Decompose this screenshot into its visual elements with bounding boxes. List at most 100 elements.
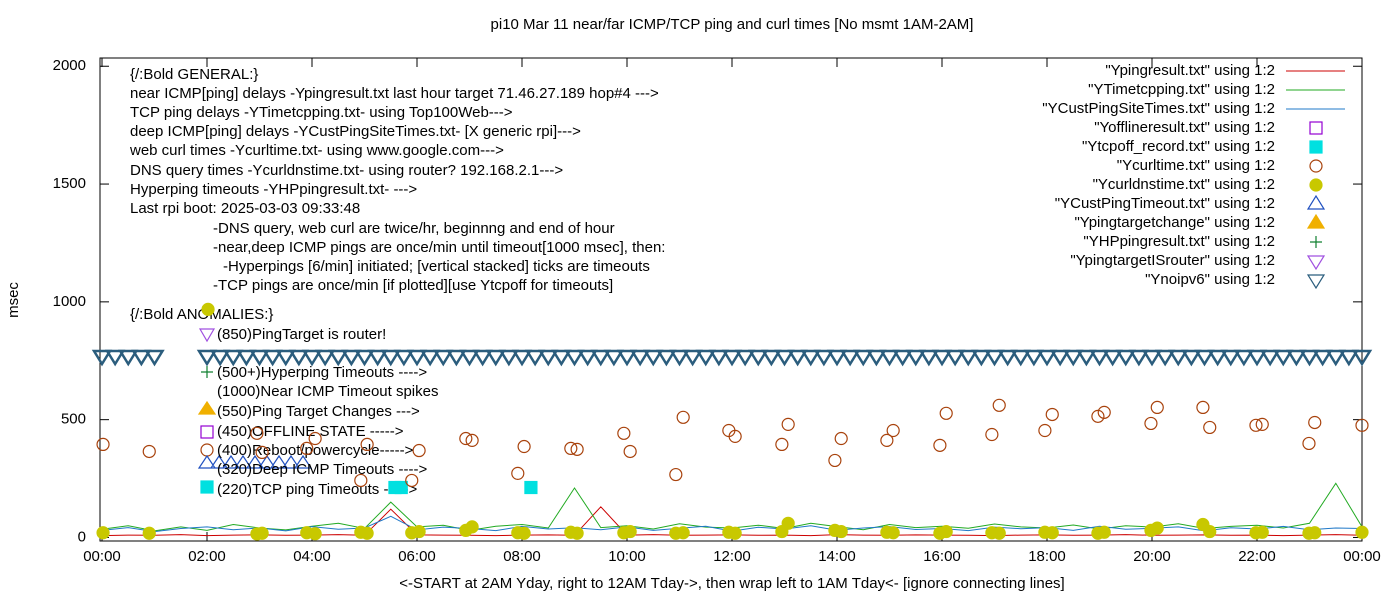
marker	[249, 349, 270, 367]
marker	[1355, 418, 1369, 432]
marker	[393, 349, 415, 367]
x-tick-label: 18:00	[1028, 548, 1066, 565]
marker	[308, 431, 322, 446]
marker	[511, 349, 533, 367]
marker	[341, 349, 362, 367]
legend: "Ypingresult.txt" using 1:2 "YTimetcpping…	[1042, 62, 1345, 290]
marker	[577, 349, 598, 367]
marker	[1115, 349, 1136, 367]
y-tick-label: 500	[61, 411, 86, 428]
annotation: (320)Deep ICMP Timeouts ---->	[217, 461, 427, 478]
marker	[834, 431, 848, 446]
marker	[682, 349, 703, 367]
legend-label: "Ycurltime.txt" using 1:2	[1117, 157, 1275, 174]
marker	[905, 349, 926, 367]
annotation: (400)Reboot/powercycle----->	[217, 442, 414, 459]
marker	[300, 441, 314, 456]
legend-label: "YCustPingTimeout.txt" using 1:2	[1055, 195, 1275, 212]
marker	[1076, 349, 1097, 367]
legend-swatch	[1306, 194, 1326, 210]
marker	[1045, 407, 1059, 422]
marker	[419, 349, 441, 367]
marker	[1203, 524, 1217, 539]
y-tick-label: 1000	[53, 293, 86, 310]
legend-label: "YTimetcpping.txt" using 1:2	[1088, 81, 1275, 98]
marker	[405, 473, 419, 488]
annotation: (1000)Near ICMP Timeout spikes	[217, 383, 438, 400]
x-tick-label: 10:00	[608, 548, 646, 565]
marker	[1255, 525, 1269, 539]
point-series	[96, 302, 1369, 541]
legend-label: "Ytcpoff_record.txt" using 1:2	[1082, 138, 1275, 155]
marker	[511, 466, 525, 480]
marker	[465, 433, 479, 447]
marker	[380, 349, 401, 367]
marker	[985, 427, 999, 442]
chart-title: pi10 Mar 11 near/far ICMP/TCP ping and c…	[491, 16, 974, 33]
x-tick-label: 02:00	[188, 548, 226, 565]
marker	[834, 524, 848, 539]
marker	[826, 349, 848, 367]
marker	[255, 526, 269, 540]
marker	[1196, 400, 1210, 415]
marker	[800, 349, 821, 367]
marker	[1246, 349, 1268, 367]
marker	[328, 349, 349, 367]
marker	[308, 527, 322, 541]
marker	[1325, 349, 1346, 367]
marker	[708, 349, 730, 367]
marker	[1049, 349, 1071, 367]
x-tick-label: 20:00	[1133, 548, 1171, 565]
x-tick-label: 14:00	[818, 548, 856, 565]
symbol	[200, 425, 214, 439]
marker	[1063, 349, 1084, 367]
marker	[142, 526, 156, 540]
x-tick-label: 00:00	[1343, 548, 1381, 565]
marker	[91, 349, 113, 367]
x-tick-label: 22:00	[1238, 548, 1276, 565]
marker	[944, 349, 966, 367]
marker	[1150, 521, 1164, 535]
marker	[813, 349, 835, 367]
marker	[301, 349, 323, 367]
marker	[131, 349, 152, 367]
marker	[433, 349, 454, 367]
symbol	[200, 480, 214, 494]
marker	[1286, 349, 1307, 367]
marker	[623, 444, 637, 459]
marker	[360, 526, 374, 540]
marker	[886, 423, 900, 438]
legend-swatch	[1310, 236, 1322, 248]
x-tick-label: 12:00	[713, 548, 751, 565]
marker	[892, 349, 913, 367]
marker	[360, 437, 374, 451]
marker	[1144, 416, 1158, 431]
marker	[288, 349, 310, 367]
marker	[412, 524, 426, 539]
marker	[1102, 349, 1123, 367]
marker	[992, 526, 1006, 540]
marker	[721, 349, 743, 367]
marker	[984, 349, 1005, 367]
marker	[1181, 349, 1202, 367]
marker	[828, 453, 842, 468]
marker	[629, 349, 651, 367]
marker	[1255, 417, 1269, 431]
symbol	[198, 328, 216, 343]
marker	[1023, 349, 1045, 367]
marker	[656, 349, 677, 367]
marker	[1010, 349, 1031, 367]
marker	[728, 526, 742, 540]
marker	[761, 349, 782, 367]
marker	[1128, 349, 1150, 367]
marker	[866, 349, 887, 367]
marker	[775, 437, 789, 451]
legend-label: "YHPpingresult.txt" using 1:2	[1083, 233, 1275, 250]
y-tick-label: 1500	[53, 175, 86, 192]
marker	[142, 444, 156, 459]
marker	[787, 349, 808, 367]
marker	[1141, 349, 1163, 367]
marker	[781, 516, 795, 530]
